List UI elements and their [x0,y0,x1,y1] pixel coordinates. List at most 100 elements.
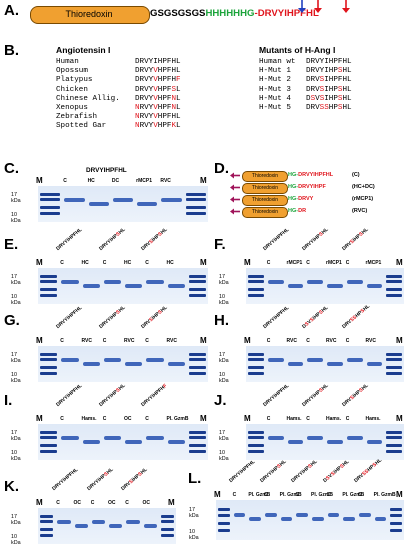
product-row: Thioredoxin HG-DRVYIHPF (HC+DC) [230,182,405,194]
product-row: Thioredoxin HG-DR (RVC) [230,206,405,218]
lane-label: C [145,338,149,344]
marker-band [218,513,230,517]
marker-band [188,371,206,375]
protein-band [125,361,143,366]
marker-label-left: M [36,498,43,507]
lane-label: C [326,492,331,498]
protein-band [327,361,343,366]
marker-label-left: M [36,414,43,423]
species-name: Spotted Gar [56,122,107,131]
product-seq: HG-DRVYIHPFHL [288,172,334,178]
lane-label: PI. GzmB [342,492,365,498]
kda-17-label: 17 kDa [189,507,199,520]
marker-label-left: M [244,336,251,345]
mutant-sequence: DSVSIHPSHL [306,94,352,103]
marker-band [185,205,206,209]
lane-label: C [145,260,149,266]
lane-label: C [306,416,310,422]
marker-label-right: M [396,258,403,267]
marker-band [40,533,54,537]
protein-band [346,357,363,362]
species-sequence: NRVYVHPFKL [135,122,181,131]
lane-label: C [56,500,60,506]
marker-band [40,205,61,209]
seq-header: DRVYIHPSHL [290,458,319,484]
mutant-name: Human wt [259,58,296,66]
kda-10-label: 10 kDa [219,449,229,462]
protein-band [265,512,277,517]
marker-band [188,287,206,291]
protein-band [359,512,371,517]
product-tag: (C) [352,172,360,178]
protein-band [366,439,383,444]
lane-label: HC [124,260,132,266]
marker-band [188,449,206,453]
marker-label-right: M [396,414,403,423]
protein-band [366,283,383,288]
protein-band [82,361,100,366]
marker-band [386,293,402,297]
protein-band [64,197,85,202]
marker-band [40,443,58,447]
lane-label: OC [142,500,151,506]
protein-band [307,435,323,440]
product-tag: (rMCP1) [352,196,374,202]
species-name: Zebrafish [56,113,98,122]
kda-17-label: 17 kDa [11,192,21,205]
mutant-sequence: DRVSIHPFHL [306,76,352,85]
protein-band [374,516,387,521]
lane-label: PI. GzmB [311,492,333,498]
protein-band [327,512,340,517]
mutant-sequence: DRVSSHPSHL [306,103,352,112]
lane-label: C [102,338,107,344]
lane-label: Hams. [81,416,97,422]
kda-10-label: 10 kDa [11,293,21,306]
panel-label-f: F. [214,236,226,253]
marker-band [40,280,58,284]
seq-header: DRVYIHPSHL [97,304,127,330]
kda-10-label: 10 kDa [189,528,199,541]
seq-header: DRVYIHPSHL [259,458,288,484]
arrow-left-icon [230,196,240,203]
seq-header: DRVSIHPSHL [140,226,169,252]
kda-17-label: 17 kDa [219,274,229,287]
marker-band [218,522,230,525]
marker-label-right: M [200,176,207,185]
protein-band [146,435,164,440]
marker-band [40,287,58,291]
marker-band [160,533,174,537]
kda-17-label: 17 kDa [11,430,21,443]
lane-label: rMCP1 [326,260,342,266]
cleavage-seq-end: L [312,8,319,19]
arrow-left-icon [230,184,240,191]
lane-label: C [264,492,268,498]
marker-band [40,365,58,369]
marker-band [40,436,58,440]
kda-10-label: 10 kDa [11,449,21,462]
protein-band [287,439,304,444]
lane-label: C [102,416,107,422]
protein-band [267,435,284,440]
marker-band [40,527,54,531]
panel-label-i: I. [4,392,13,409]
marker-band [40,193,61,197]
protein-band [327,283,343,288]
marker-band [218,528,230,532]
linker-seq: GSGSGSGS [150,8,206,19]
lane-label: C [266,260,271,266]
panel-label-e: E. [4,236,19,253]
marker-band [40,353,58,357]
thioredoxin-box: Thioredoxin [242,195,288,206]
seq-header: DRVYIHPSHL [301,226,330,252]
thioredoxin-box: Thioredoxin [242,171,288,182]
species-name: Chicken [56,85,88,94]
marker-band [386,431,402,435]
product-seq: HG-DRVY [288,196,314,202]
marker-band [386,353,402,357]
seq-header: DRVYIHPFHL [261,304,291,330]
mutant-sequence: DRVYIHPFHL [306,58,352,66]
lane-label: RVC [365,338,376,344]
species-name: Xenopus [56,103,88,112]
species-names: Human Opossum Platypus Chicken Chinese Allig… [56,58,120,132]
lane-label: C [358,492,362,498]
